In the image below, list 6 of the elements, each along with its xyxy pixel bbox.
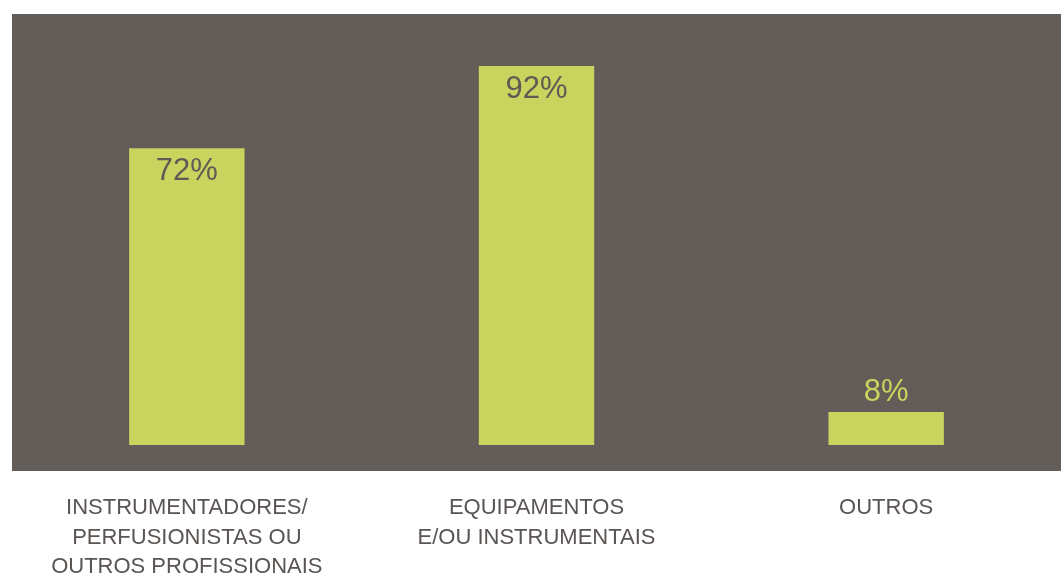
x-tick-label: EQUIPAMENTOS E/OU INSTRUMENTAIS: [417, 493, 656, 549]
data-label: 72%: [155, 152, 218, 188]
x-tick-label: INSTRUMENTADORES/ PERFUSIONISTAS OU OUTROS PROFISSIONAIS: [51, 493, 323, 579]
data-label: 8%: [863, 372, 909, 408]
data-label: 92%: [505, 70, 568, 105]
x-tick-label: OUTROS: [839, 493, 934, 519]
